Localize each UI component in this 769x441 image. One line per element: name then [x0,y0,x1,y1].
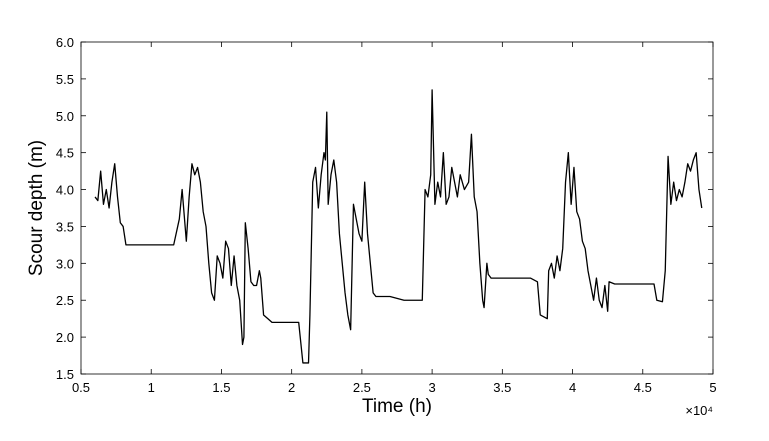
data-line [94,89,703,364]
x-tick-label: 1.5 [212,380,230,395]
y-tick-label: 4.0 [56,183,74,198]
y-tick-label: 5.5 [56,72,74,87]
y-tick-label: 4.5 [56,146,74,161]
x-tick-label: 0.5 [72,380,90,395]
y-tick-label: 1.5 [56,367,74,382]
y-tick-label: 3.0 [56,256,74,271]
x-tick-label: 1 [148,380,155,395]
y-tick-label: 3.5 [56,219,74,234]
y-tick-label: 2.5 [56,293,74,308]
y-axis-title: Scour depth (m) [26,140,47,276]
x-tick-label: 2 [288,380,295,395]
x-tick-label: 5 [709,380,716,395]
x-tick-label: 2.5 [353,380,371,395]
x-tick-label: 4.5 [634,380,652,395]
y-tick-label: 6.0 [56,35,74,50]
y-tick-label: 2.0 [56,330,74,345]
x-multiplier: ×10⁴ [685,403,713,418]
x-axis-title: Time (h) [362,396,432,417]
x-tick-label: 3 [428,380,435,395]
x-tick-label: 4 [569,380,576,395]
y-tick-label: 5.0 [56,109,74,124]
plot-frame [80,41,714,375]
x-tick-label: 3.5 [493,380,511,395]
